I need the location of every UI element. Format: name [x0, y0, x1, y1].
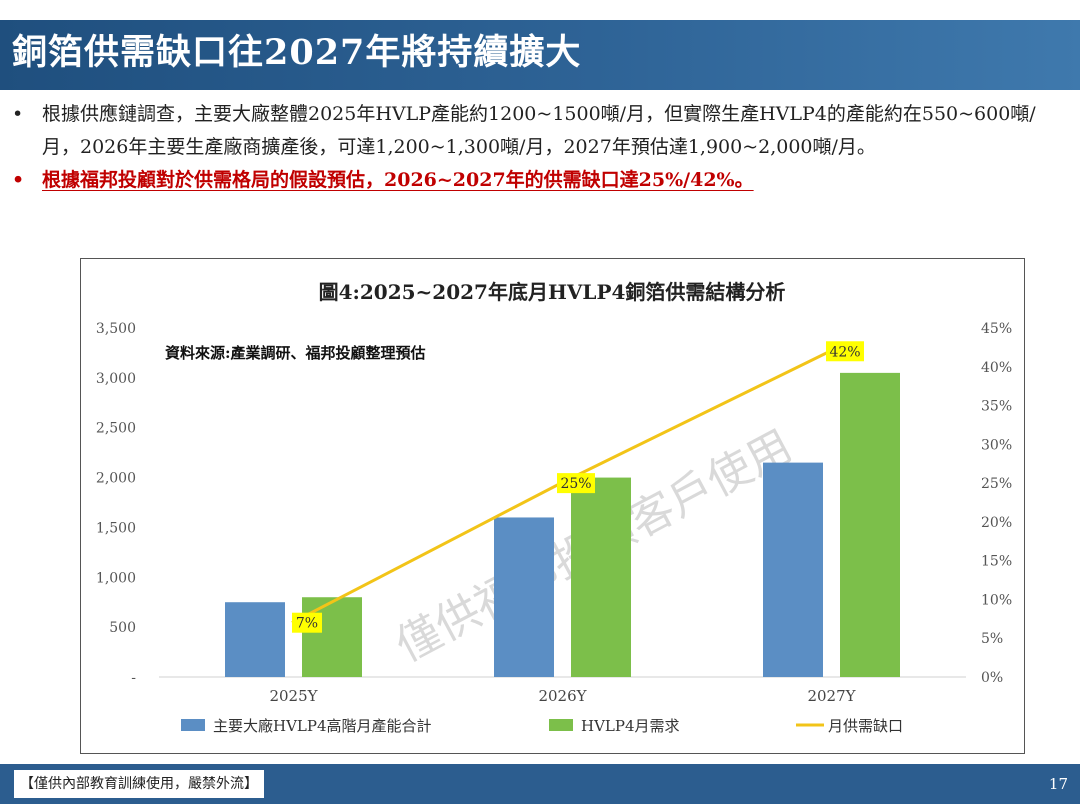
- y-left-tick-label: 500: [109, 620, 136, 636]
- chart-frame: 圖4:2025~2027年底月HVLP4銅箔供需結構分析 資料來源:產業調研、福…: [80, 258, 1025, 754]
- bar-capacity: [225, 602, 285, 677]
- bar-demand: [571, 477, 631, 677]
- gap-label-bg: [292, 612, 322, 633]
- gap-data-label: 25%: [560, 476, 591, 492]
- y-right-tick-label: 20%: [981, 515, 1012, 531]
- y-left-tick-label: -: [131, 670, 136, 686]
- legend-label: HVLP4月需求: [581, 717, 680, 735]
- x-tick-label: 2026Y: [538, 687, 587, 705]
- gap-label-bg: [557, 473, 595, 494]
- bullet-text: 根據供應鏈調查，主要大廠整體2025年HVLP產能約1200~1500噸/月，但…: [42, 103, 1036, 158]
- chart-title: 圖4:2025~2027年底月HVLP4銅箔供需結構分析: [319, 280, 786, 304]
- y-right-tick-label: 15%: [981, 554, 1012, 570]
- y-left-tick-label: 1,000: [96, 570, 136, 586]
- y-left-tick-label: 3,000: [96, 371, 136, 387]
- gap-data-label: 7%: [296, 616, 318, 632]
- x-tick-label: 2027Y: [807, 687, 856, 705]
- y-right-tick-label: 0%: [981, 670, 1003, 686]
- legend-swatch: [549, 719, 573, 731]
- gap-label-bg: [826, 341, 864, 362]
- bar-demand: [302, 597, 362, 677]
- slide-title: 銅箔供需缺口往2027年將持續擴大: [12, 32, 582, 73]
- bar-capacity: [763, 462, 823, 677]
- bullet-dot-icon: •: [12, 169, 25, 191]
- legend-swatch: [181, 719, 205, 731]
- chart-source-note: 資料來源:產業調研、福邦投顧整理預估: [165, 344, 426, 362]
- y-left-tick-label: 2,000: [96, 471, 136, 487]
- y-right-tick-label: 40%: [981, 360, 1012, 376]
- y-right-tick-label: 45%: [981, 321, 1012, 337]
- bullet-list: • 根據供應鏈調查，主要大廠整體2025年HVLP產能約1200~1500噸/月…: [10, 98, 1070, 197]
- y-right-tick-label: 5%: [981, 631, 1003, 647]
- bar-demand: [840, 372, 900, 677]
- y-left-tick-label: 3,500: [96, 321, 136, 337]
- y-left-tick-label: 2,500: [96, 421, 136, 437]
- title-bar: [0, 20, 1080, 90]
- legend-label: 主要大廠HVLP4高階月產能合計: [213, 717, 432, 735]
- footer-bar: 【僅供內部教育訓練使用，嚴禁外流】 17: [0, 764, 1080, 804]
- x-tick-label: 2025Y: [269, 687, 318, 705]
- y-right-tick-label: 25%: [981, 476, 1012, 492]
- y-right-tick-label: 30%: [981, 437, 1012, 453]
- chart-svg: 圖4:2025~2027年底月HVLP4銅箔供需結構分析 資料來源:產業調研、福…: [96, 280, 1012, 735]
- y-right-tick-label: 10%: [981, 592, 1012, 608]
- page-number: 17: [1048, 775, 1068, 793]
- legend-label: 月供需缺口: [828, 717, 903, 735]
- bullet-item-highlight: • 根據福邦投顧對於供需格局的假設預估，2026~2027年的供需缺口達25%/…: [10, 164, 1070, 197]
- bullet-dot-icon: •: [12, 103, 24, 125]
- bar-capacity: [494, 517, 554, 677]
- bullet-item: • 根據供應鏈調查，主要大廠整體2025年HVLP產能約1200~1500噸/月…: [10, 98, 1070, 164]
- y-right-tick-label: 35%: [981, 399, 1012, 415]
- gap-data-label: 42%: [829, 344, 860, 360]
- bullet-text-highlight: 根據福邦投顧對於供需格局的假設預估，2026~2027年的供需缺口達25%/42…: [42, 169, 754, 191]
- y-left-tick-label: 1,500: [96, 520, 136, 536]
- footer-notice: 【僅供內部教育訓練使用，嚴禁外流】: [14, 770, 264, 798]
